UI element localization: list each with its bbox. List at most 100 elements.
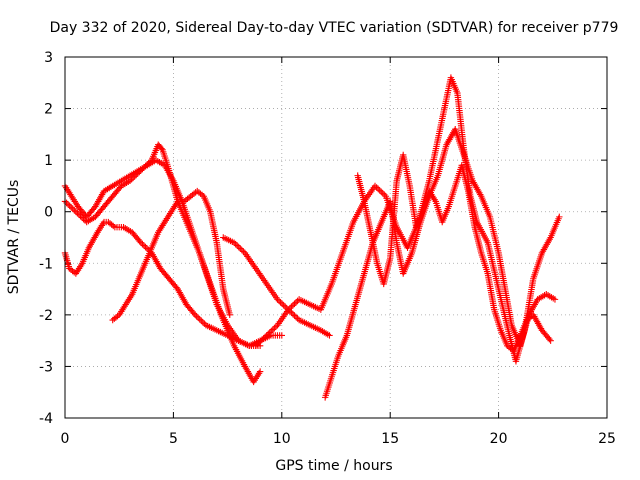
data-point (289, 302, 297, 309)
data-point (139, 240, 146, 248)
x-axis: 0 5 10 15 20 25 (61, 57, 616, 447)
data-point (237, 245, 244, 252)
data-point (326, 332, 333, 339)
series-sat-c (61, 156, 264, 349)
data-point (140, 242, 148, 249)
chart-title: Day 332 of 2020, Sidereal Day-to-day VTE… (50, 20, 619, 36)
data-point (278, 300, 286, 308)
data-point (292, 313, 300, 321)
data-point (271, 324, 278, 332)
data-point (77, 212, 84, 220)
data-point (194, 314, 202, 322)
data-point (72, 208, 80, 215)
data-point (230, 239, 238, 246)
data-point (78, 214, 86, 221)
x-tick-label: 0 (61, 431, 70, 447)
data-point (274, 296, 281, 303)
data-point (294, 315, 301, 322)
data-point (69, 205, 76, 212)
data-point (199, 319, 207, 326)
series-sat-h (354, 151, 554, 355)
data-point (547, 337, 554, 344)
y-tick-label: -3 (39, 359, 53, 375)
data-point (285, 306, 292, 313)
data-point (74, 209, 81, 217)
data-point (63, 199, 70, 207)
x-tick-label: 20 (490, 431, 508, 447)
data-point (268, 327, 275, 335)
data-point (142, 243, 149, 251)
data-point (257, 338, 264, 345)
data-point (67, 204, 75, 211)
data-point (264, 330, 272, 338)
data-point (266, 329, 273, 336)
data-point (261, 333, 269, 341)
y-tick-label: -2 (39, 308, 53, 324)
data-point (190, 310, 198, 317)
data-point (291, 300, 298, 308)
data-point (556, 213, 563, 221)
data-point (137, 239, 145, 246)
y-tick-label: -4 (39, 411, 53, 427)
data-point (269, 326, 277, 333)
y-tick-label: -1 (39, 256, 53, 272)
data-point (378, 188, 385, 196)
data-point (143, 245, 151, 252)
y-tick-label: 0 (44, 205, 53, 221)
data-point (64, 201, 72, 208)
data-point (66, 202, 73, 210)
data-point (546, 335, 553, 343)
series-sat-e (220, 234, 333, 339)
data-point (255, 339, 263, 347)
plot-marks (61, 74, 563, 401)
data-point (201, 320, 208, 327)
data-point (235, 243, 242, 251)
data-point (252, 342, 259, 349)
y-tick-label: 1 (44, 153, 53, 169)
data-point (263, 332, 270, 339)
data-point (75, 211, 83, 218)
data-point (373, 184, 380, 191)
data-point (136, 237, 143, 245)
data-point (198, 317, 205, 324)
data-point (292, 299, 300, 306)
grid (65, 57, 607, 418)
data-point (240, 248, 247, 255)
series-sat-d (109, 187, 233, 324)
data-point (226, 311, 233, 319)
data-point (272, 323, 280, 330)
data-point (551, 296, 559, 303)
data-point (193, 313, 200, 320)
data-point (260, 335, 267, 342)
data-point (282, 303, 289, 310)
data-point (238, 246, 246, 254)
data-point (256, 368, 264, 375)
y-axis-label: SDTVAR / TECUs (6, 180, 22, 295)
x-tick-label: 5 (169, 431, 178, 447)
data-point (379, 190, 386, 197)
x-tick-label: 25 (598, 431, 616, 447)
data-point (277, 299, 284, 306)
x-axis-label: GPS time / hours (275, 458, 392, 474)
data-point (286, 305, 294, 312)
data-point (191, 311, 199, 319)
data-point (71, 207, 78, 214)
data-point (234, 242, 241, 249)
data-point (258, 336, 266, 344)
data-point (288, 303, 295, 310)
data-point (374, 185, 382, 193)
x-tick-label: 15 (381, 431, 399, 447)
data-point (278, 332, 285, 339)
plot-frame (64, 56, 608, 419)
data-point (275, 297, 283, 305)
data-point (291, 312, 298, 319)
y-tick-label: 3 (44, 50, 53, 66)
data-point (196, 316, 203, 323)
data-point (280, 302, 287, 309)
x-tick-label: 10 (273, 431, 291, 447)
data-point (288, 309, 295, 316)
y-axis: -4 -3 -2 -1 0 1 2 3 (39, 50, 607, 427)
data-point (381, 191, 388, 198)
data-point (371, 182, 379, 190)
